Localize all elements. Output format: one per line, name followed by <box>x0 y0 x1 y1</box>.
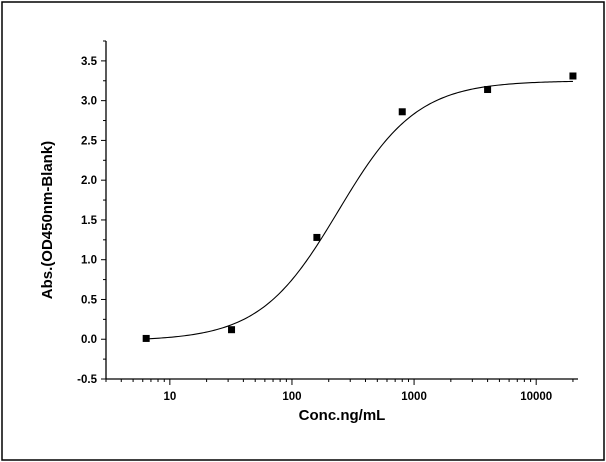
data-point <box>569 72 577 80</box>
data-points <box>142 72 577 342</box>
y-tick-label: 3.0 <box>81 96 97 108</box>
x-tick-label: 10 <box>163 391 176 403</box>
data-point <box>313 233 321 241</box>
y-tick-label: 0.0 <box>81 334 97 346</box>
data-point <box>142 334 150 342</box>
data-point <box>484 86 492 94</box>
x-axis-label: Conc.ng/mL <box>299 407 386 424</box>
ticks: -0.5 0.0 0.5 1.0 1.5 2.0 2.5 3.0 3.5 10 100 1000 100… <box>77 40 574 403</box>
y-tick-label: 2.0 <box>81 175 97 187</box>
x-tick-label: 1000 <box>401 391 427 403</box>
y-tick-label: 1.0 <box>81 255 97 267</box>
y-tick-label: -0.5 <box>77 374 97 386</box>
y-tick-label: 0.5 <box>81 294 98 306</box>
fit-curve-group <box>146 80 573 340</box>
x-tick-label: 100 <box>282 391 301 403</box>
axes <box>105 41 578 380</box>
data-point <box>398 108 406 116</box>
fit-curve <box>146 80 573 340</box>
y-tick-label: 1.5 <box>81 215 98 227</box>
y-tick-label: 3.5 <box>81 56 98 68</box>
y-axis-label: Abs.(OD450nm-Blank) <box>39 141 56 299</box>
y-tick-label: 2.5 <box>81 135 98 147</box>
data-point <box>228 326 236 334</box>
x-tick-label: 10000 <box>520 391 552 403</box>
